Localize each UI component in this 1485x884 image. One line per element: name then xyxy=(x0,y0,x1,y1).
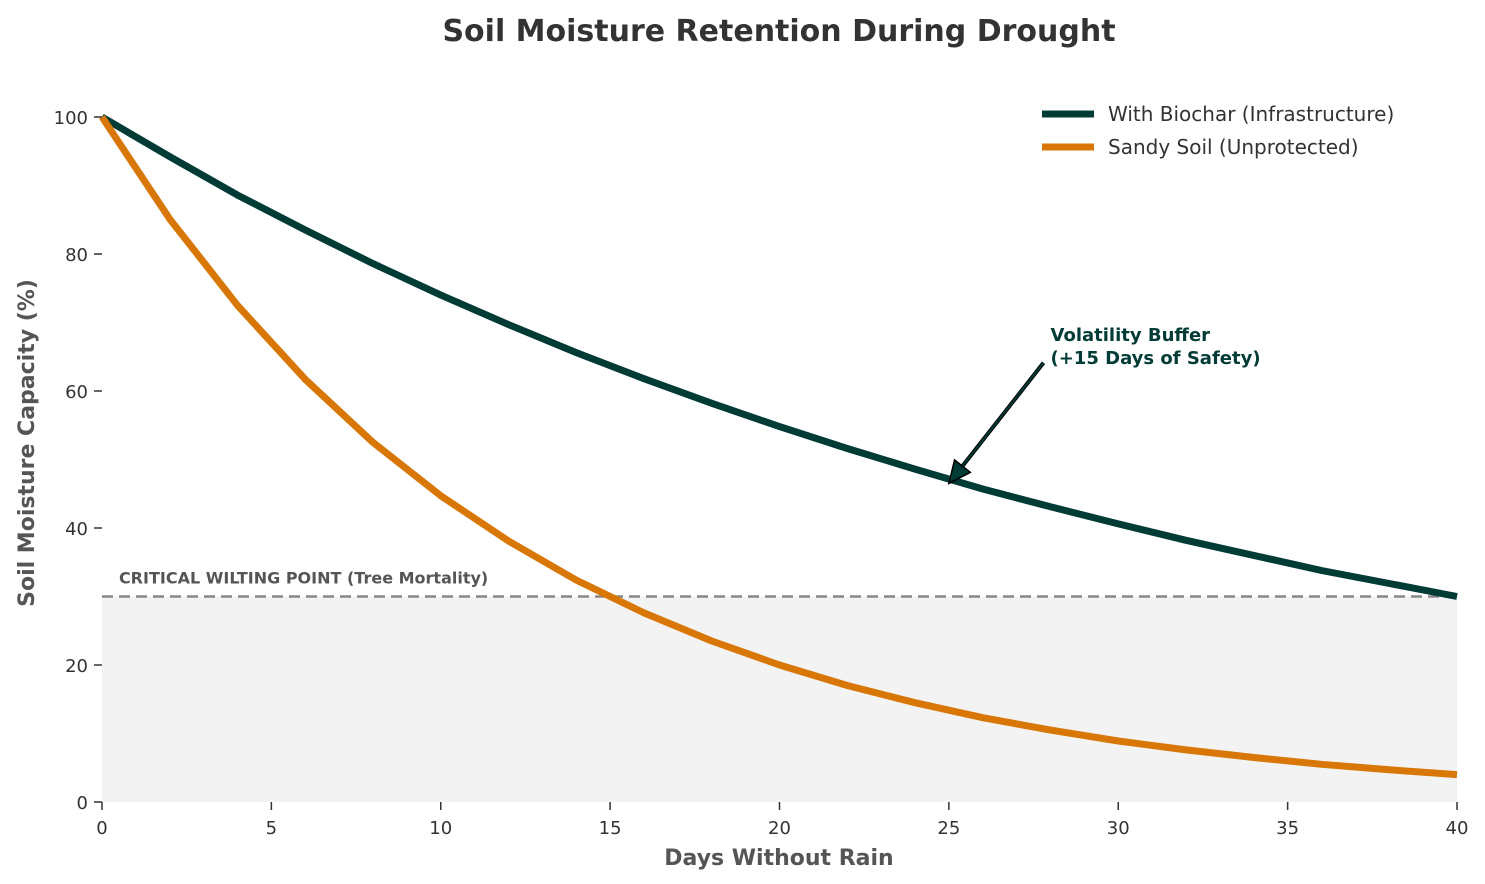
legend: With Biochar (Infrastructure) Sandy Soil… xyxy=(1042,102,1394,159)
y-axis-label: Soil Moisture Capacity (%) xyxy=(15,279,40,607)
y-tick-label: 80 xyxy=(65,245,88,266)
series-line-biochar xyxy=(100,113,1458,600)
legend-label-sandy: Sandy Soil (Unprotected) xyxy=(1108,135,1359,159)
wilting-point-label: CRITICAL WILTING POINT (Tree Mortality) xyxy=(119,569,488,588)
x-tick-label: 15 xyxy=(599,818,622,839)
annotation-text-line-1: Volatility Buffer xyxy=(1051,325,1211,346)
x-tick-label: 35 xyxy=(1276,818,1299,839)
x-tick-label: 5 xyxy=(266,818,277,839)
series-layer xyxy=(99,113,1458,779)
y-tick-label: 60 xyxy=(65,382,88,403)
x-tick-label: 0 xyxy=(96,818,107,839)
y-tick-label: 40 xyxy=(65,519,88,540)
y-tick-label: 100 xyxy=(54,108,88,129)
x-tick-label: 40 xyxy=(1446,818,1469,839)
x-axis-label: Days Without Rain xyxy=(664,846,893,871)
annotation: Volatility Buffer (+15 Days of Safety) xyxy=(947,325,1261,485)
legend-label-biochar: With Biochar (Infrastructure) xyxy=(1108,102,1394,126)
x-tick-label: 20 xyxy=(768,818,791,839)
plot-area: CRITICAL WILTING POINT (Tree Mortality) … xyxy=(99,113,1458,802)
annotation-text-line-2: (+15 Days of Safety) xyxy=(1051,348,1261,369)
x-axis: 0 5 10 15 20 25 30 35 40 xyxy=(96,802,1468,839)
chart-title: Soil Moisture Retention During Drought xyxy=(442,14,1115,49)
series-line-sandy xyxy=(99,115,1458,779)
annotation-arrow-head xyxy=(947,458,972,485)
y-tick-label: 20 xyxy=(65,656,88,677)
annotation-arrow-shaft-fill xyxy=(961,362,1045,467)
x-tick-label: 30 xyxy=(1107,818,1130,839)
wilting-zone xyxy=(102,596,1457,802)
x-tick-label: 25 xyxy=(937,818,960,839)
y-axis: 0 20 40 60 80 100 xyxy=(54,108,102,814)
y-tick-label: 0 xyxy=(77,793,88,814)
x-tick-label: 10 xyxy=(429,818,452,839)
